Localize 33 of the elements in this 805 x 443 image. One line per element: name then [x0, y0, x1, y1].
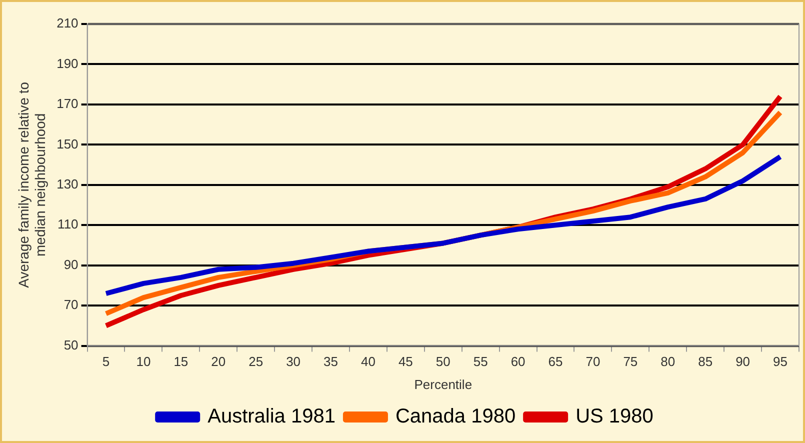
x-tick-label: 10 — [136, 354, 151, 370]
legend-label: US 1980 — [576, 406, 654, 428]
x-tick-label: 55 — [473, 354, 488, 370]
y-tick-label: 50 — [64, 337, 78, 352]
y-tick-label: 70 — [64, 297, 78, 312]
x-tick-label: 90 — [736, 354, 750, 370]
y-tick-label: 210 — [56, 16, 78, 31]
x-tick-label: 30 — [286, 354, 301, 370]
x-tick-label: 95 — [773, 354, 788, 370]
x-tick-label: 70 — [586, 354, 600, 370]
x-tick-label: 50 — [436, 354, 450, 370]
x-tick-label: 25 — [248, 354, 264, 370]
x-axis-title: Percentile — [414, 376, 472, 392]
x-tick-label: 75 — [623, 354, 638, 370]
x-tick-label: 80 — [660, 354, 676, 370]
x-tick-label: 5 — [102, 354, 110, 370]
y-tick-label: 150 — [56, 136, 78, 152]
x-tick-label: 45 — [398, 354, 413, 370]
legend-label: Australia 1981 — [208, 406, 336, 428]
x-tick-label: 20 — [211, 354, 226, 370]
x-tick-label: 35 — [324, 354, 338, 370]
y-axis-title: Average family income relative to median neighbourhood — [15, 82, 48, 288]
y-tick-label: 110 — [58, 216, 78, 232]
x-tick-label: 15 — [174, 354, 188, 370]
y-tick-label: 90 — [64, 256, 78, 272]
x-tick-label: 40 — [360, 354, 376, 370]
y-tick-label: 170 — [56, 96, 78, 112]
y-tick-label: 130 — [56, 176, 78, 192]
x-tick-label: 85 — [698, 354, 713, 370]
x-tick-label: 65 — [548, 354, 563, 370]
y-tick-label: 190 — [56, 56, 78, 71]
x-tick-label: 60 — [510, 354, 526, 370]
legend-label: Canada 1980 — [395, 406, 516, 428]
